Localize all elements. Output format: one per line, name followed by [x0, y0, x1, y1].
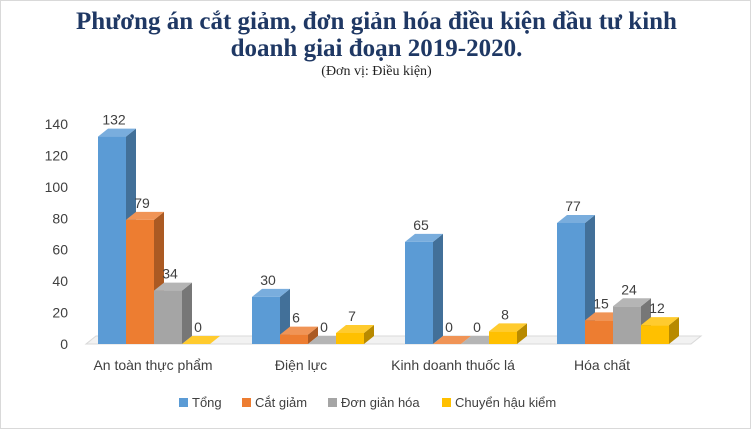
- y-tick-label: 60: [52, 242, 68, 258]
- bar-side: [364, 325, 374, 344]
- bar: [489, 323, 527, 344]
- y-tick-label: 140: [45, 116, 69, 132]
- chart-title-line-1: Phương án cắt giảm, đơn giản hóa điều ki…: [76, 8, 677, 35]
- data-label: 0: [473, 319, 481, 335]
- bar-front: [154, 290, 182, 344]
- bar-side: [182, 282, 192, 344]
- bar-front: [126, 219, 154, 344]
- bar-top: [405, 233, 443, 242]
- bar: [280, 326, 318, 344]
- x-tick-label: An toàn thực phẩm: [93, 357, 212, 373]
- bar-top: [641, 317, 679, 326]
- bar-side: [585, 215, 595, 344]
- y-tick-label: 80: [52, 210, 68, 226]
- bar-side: [669, 317, 679, 344]
- bar-top: [154, 282, 192, 291]
- legend-label: Chuyển hậu kiểm: [455, 395, 556, 410]
- legend-label: Cắt giảm: [255, 395, 307, 410]
- bar-side: [308, 326, 318, 344]
- bar-front: [98, 136, 126, 344]
- data-label: 34: [162, 266, 178, 282]
- data-label: 65: [413, 217, 429, 233]
- bar-top: [433, 336, 471, 344]
- x-tick-label: Kinh doanh thuốc lá: [391, 357, 515, 373]
- bar: [252, 288, 290, 344]
- x-tick-label: Điện lực: [275, 357, 327, 373]
- bar-top: [126, 211, 164, 220]
- data-label: 7: [348, 308, 356, 324]
- bar-side: [517, 323, 527, 344]
- data-label: 15: [593, 295, 609, 311]
- bar-front: [557, 223, 585, 344]
- bar: [641, 317, 679, 344]
- bar-front: [489, 331, 517, 344]
- bar-side: [433, 233, 443, 344]
- data-label: 0: [445, 319, 453, 335]
- data-label: 24: [621, 281, 637, 297]
- data-label: 132: [102, 112, 126, 128]
- y-tick-label: 0: [60, 336, 68, 352]
- data-label: 0: [194, 319, 202, 335]
- legend-label: Tổng: [192, 395, 222, 410]
- bar: [557, 215, 595, 344]
- chart-title-line-2: doanh giai đoạn 2019-2020.: [230, 35, 523, 62]
- chart-subtitle: (Đơn vị: Điều kiện): [321, 64, 432, 79]
- bar-top: [557, 215, 595, 223]
- bar-top: [280, 326, 318, 335]
- bar: [405, 233, 443, 344]
- bar: [433, 336, 471, 345]
- y-tick-label: 20: [52, 305, 68, 321]
- bar-front: [641, 325, 669, 344]
- legend-swatch: [442, 398, 451, 407]
- bar-top: [98, 128, 136, 137]
- legend-swatch: [328, 398, 337, 407]
- data-label: 12: [649, 300, 665, 316]
- bar-front: [280, 334, 308, 344]
- data-label: 0: [320, 319, 328, 335]
- data-label: 77: [565, 198, 581, 214]
- legend-swatch: [179, 398, 188, 407]
- bar-top: [182, 336, 220, 344]
- data-label: 8: [501, 306, 509, 322]
- data-label: 30: [260, 272, 276, 288]
- bar-top: [252, 288, 290, 297]
- bar-top: [489, 323, 527, 332]
- bar: [154, 282, 192, 344]
- y-tick-label: 100: [45, 179, 69, 195]
- bar: [336, 325, 374, 344]
- y-tick-label: 40: [52, 273, 68, 289]
- x-tick-label: Hóa chất: [574, 357, 630, 373]
- y-tick-label: 120: [45, 147, 69, 163]
- bar-top: [336, 325, 374, 333]
- bar-front: [405, 241, 433, 344]
- bar-front: [585, 320, 613, 344]
- bar-front: [613, 306, 641, 344]
- data-label: 6: [292, 310, 300, 326]
- bar: [182, 336, 220, 345]
- legend-label: Đơn giản hóa: [341, 395, 420, 410]
- bar-front: [252, 296, 280, 344]
- legend-swatch: [242, 398, 251, 407]
- data-label: 79: [134, 195, 150, 211]
- bar-front: [336, 333, 364, 344]
- bar-top: [613, 298, 651, 307]
